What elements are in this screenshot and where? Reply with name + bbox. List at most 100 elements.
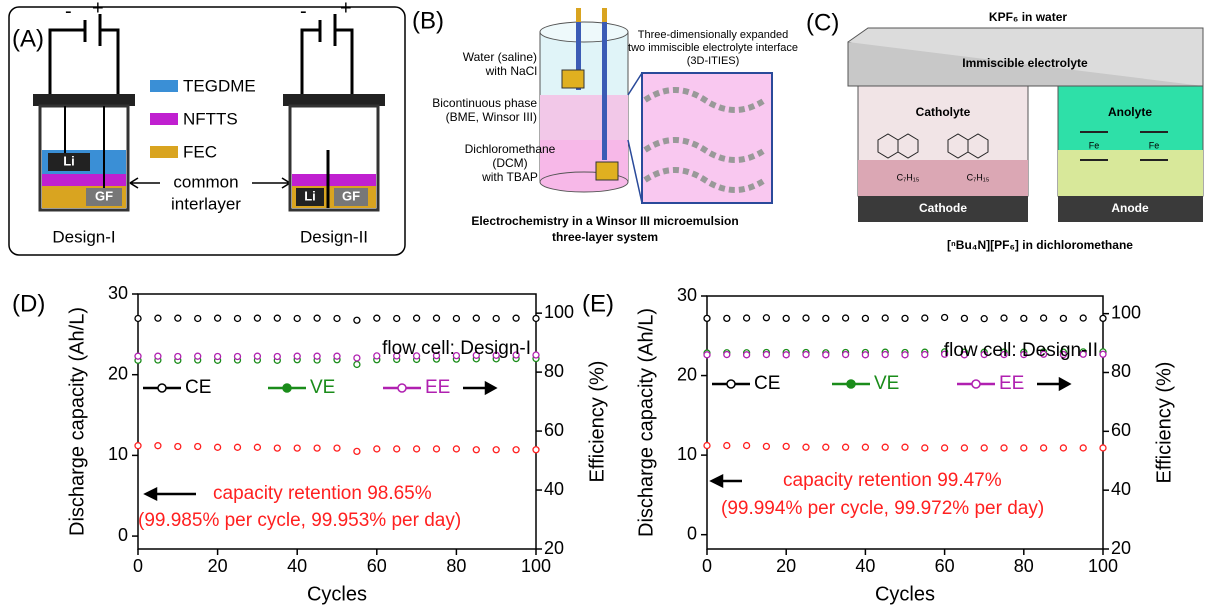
y-tick-label: 0: [118, 525, 128, 545]
y2-tick-label: 80: [1111, 361, 1131, 381]
top-label: KPF₆ in water: [989, 10, 1067, 24]
data-point: [744, 315, 750, 321]
interface-label: two immiscible electrolyte interface: [628, 42, 798, 54]
y-axis-label: Discharge capacity (Ah/L): [635, 308, 657, 537]
data-point: [961, 315, 967, 321]
y2-tick-label: 60: [1111, 420, 1131, 440]
legend-marker: [727, 380, 735, 388]
data-point: [922, 445, 928, 451]
x-tick-label: 80: [446, 556, 466, 576]
data-point: [235, 315, 241, 321]
legend-marker: [847, 380, 855, 388]
x-tick-label: 80: [1014, 556, 1034, 576]
data-point: [473, 315, 479, 321]
interlayer-label: common: [173, 172, 238, 191]
layer-label: Water (saline): [463, 50, 537, 64]
data-point: [374, 315, 380, 321]
data-point: [843, 352, 849, 358]
metal-label: Fe: [1149, 140, 1160, 150]
legend-label: TEGDME: [183, 76, 256, 95]
cell-lid: [33, 94, 135, 106]
legend-marker: [283, 384, 291, 392]
data-point: [493, 447, 499, 453]
data-point: [195, 353, 201, 359]
data-point: [922, 315, 928, 321]
chart: 020406080100010203020406080100CyclesDisc…: [582, 285, 1175, 606]
data-point: [354, 355, 360, 361]
x-tick-label: 60: [935, 556, 955, 576]
y2-axis-label: Efficiency (%): [586, 361, 608, 483]
data-point: [862, 352, 868, 358]
data-point: [453, 446, 459, 452]
data-point: [473, 447, 479, 453]
x-tick-label: 0: [133, 556, 143, 576]
data-point: [981, 316, 987, 322]
y2-tick-label: 20: [544, 538, 564, 558]
retention-arrow: [146, 489, 196, 499]
legend-marker: [972, 380, 980, 388]
layer-label: with NaCl: [485, 64, 537, 78]
y-tick-label: 20: [108, 363, 128, 383]
data-point: [961, 445, 967, 451]
layer-label: Bicontinuous phase: [432, 96, 537, 110]
data-point: [1021, 315, 1027, 321]
chart: 020406080100010203020406080100CyclesDisc…: [12, 283, 608, 606]
data-point: [294, 353, 300, 359]
annotation: flow cell: Design-I: [382, 338, 531, 359]
x-tick-label: 100: [521, 556, 551, 576]
x-tick-label: 40: [855, 556, 875, 576]
panel-label: (D): [12, 290, 45, 317]
data-point: [254, 444, 260, 450]
retention-label: (99.994% per cycle, 99.972% per day): [721, 498, 1044, 519]
sign: -: [300, 0, 307, 22]
interlayer-label: interlayer: [171, 194, 241, 213]
data-point: [823, 444, 829, 450]
x-tick-label: 60: [367, 556, 387, 576]
legend-label: CE: [754, 373, 780, 394]
layer-label: Dichloromethane: [465, 142, 556, 156]
y-tick-label: 0: [687, 523, 697, 543]
legend-label: FEC: [183, 142, 217, 161]
data-point: [175, 315, 181, 321]
data-point: [334, 353, 340, 359]
cell-lid: [283, 94, 385, 106]
x-tick-label: 0: [702, 556, 712, 576]
legend-label: EE: [999, 373, 1024, 394]
panel-c: (C) KPF₆ in water Immiscible electrolyte…: [806, 9, 1203, 252]
panel-label: (A): [12, 25, 44, 52]
y2-tick-label: 80: [544, 361, 564, 381]
caption: Electrochemistry in a Winsor III microem…: [471, 214, 738, 228]
interface-label: (3D-ITIES): [687, 55, 740, 67]
data-point: [981, 445, 987, 451]
data-point: [942, 314, 948, 320]
electrode-label: Anode: [1111, 201, 1149, 215]
data-point: [724, 352, 730, 358]
data-point: [513, 315, 519, 321]
layer-label: with TBAP: [481, 170, 538, 184]
data-point: [175, 444, 181, 450]
y-tick-label: 20: [677, 364, 697, 384]
data-point: [823, 352, 829, 358]
x-tick-label: 40: [287, 556, 307, 576]
data-point: [274, 353, 280, 359]
legend-label: EE: [425, 377, 450, 398]
y2-axis-label: Efficiency (%): [1153, 362, 1175, 484]
data-point: [394, 446, 400, 452]
legend-arrow: [463, 383, 495, 393]
data-point: [783, 443, 789, 449]
data-point: [294, 445, 300, 451]
data-point: [314, 445, 320, 451]
data-point: [1001, 445, 1007, 451]
figure: (A) - + Li GF Design-I TEGDME NFTTS FEC …: [0, 0, 1211, 608]
legend-marker: [398, 384, 406, 392]
panel-label: (E): [582, 290, 614, 317]
legend-label: VE: [310, 377, 335, 398]
y-tick-label: 30: [677, 285, 697, 305]
data-point: [1080, 315, 1086, 321]
data-point: [843, 315, 849, 321]
electrode-label: Cathode: [919, 201, 967, 215]
data-point: [862, 315, 868, 321]
data-point: [803, 315, 809, 321]
data-point: [783, 352, 789, 358]
caption: three-layer system: [552, 230, 658, 244]
